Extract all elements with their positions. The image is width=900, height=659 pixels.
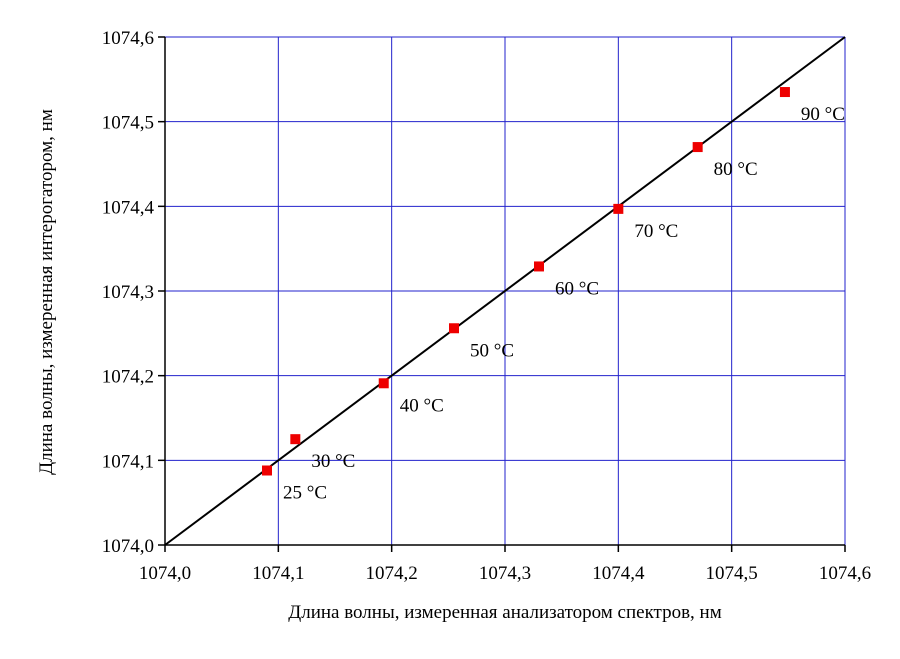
x-tick-label: 1074,3 [479,563,531,584]
data-point [449,323,459,334]
data-point [779,87,790,98]
data-point-label: 80 °C [714,159,758,180]
data-points: 25 °C 30 °C 40 °C 50 °C 60 °C 70 °C 80 °C 90 °C [262,87,845,503]
data-point [534,261,544,272]
y-axis-label: Длина волны, измеренная интерогатором, н… [36,109,57,475]
data-point [613,203,624,214]
data-point [692,142,703,153]
x-axis-label: Длина волны, измеренная анализатором спе… [288,602,722,623]
y-tick-label: 1074,3 [102,282,154,303]
x-tick-label: 1074,0 [139,563,191,584]
y-tick-label: 1074,4 [102,197,155,218]
data-point-label: 90 °C [801,104,845,125]
axes [158,36,846,552]
x-tick-label: 1074,5 [706,563,758,584]
y-tick-label: 1074,5 [102,113,154,134]
data-point-label: 50 °C [470,340,514,361]
y-tick-label: 1074,1 [102,451,154,472]
data-point-label: 70 °C [634,221,678,242]
reference-line [164,36,846,546]
x-tick-label: 1074,6 [819,563,871,584]
y-tick-label: 1074,2 [102,367,154,388]
x-tick-label: 1074,1 [252,563,304,584]
y-tick-label: 1074,6 [102,28,154,49]
data-point-label: 60 °C [555,278,599,299]
x-tick-label: 1074,4 [592,563,645,584]
y-tick-label: 1074,0 [102,536,154,557]
reference-line-group [164,36,846,546]
data-point [262,465,272,476]
x-tick-label: 1074,2 [366,563,418,584]
data-point-label: 40 °C [400,395,444,416]
data-point [290,434,301,445]
tick-labels: 1074,0 1074,1 1074,2 1074,3 1074,4 1074,5 1074… [102,28,871,584]
data-point-label: 25 °C [283,482,327,503]
data-point [378,378,389,389]
data-point-label: 30 °C [311,451,355,472]
